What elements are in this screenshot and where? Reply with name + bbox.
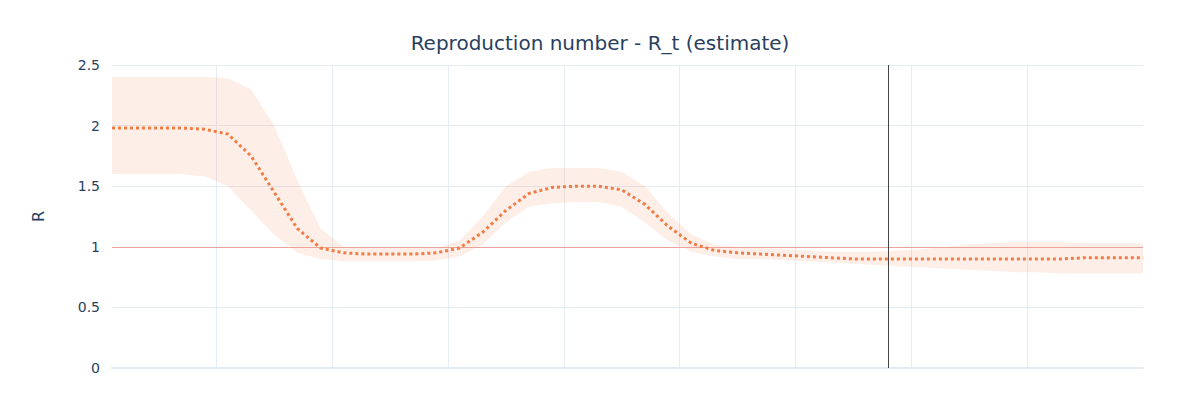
svg-text:2: 2 <box>91 118 100 134</box>
svg-text:1: 1 <box>91 239 100 255</box>
svg-text:0.5: 0.5 <box>78 299 100 315</box>
svg-text:2.5: 2.5 <box>78 57 100 73</box>
svg-text:0: 0 <box>91 360 100 376</box>
svg-text:1.5: 1.5 <box>78 178 100 194</box>
svg-text:R: R <box>29 211 48 222</box>
svg-text:Reproduction number - R_t (est: Reproduction number - R_t (estimate) <box>411 31 790 55</box>
